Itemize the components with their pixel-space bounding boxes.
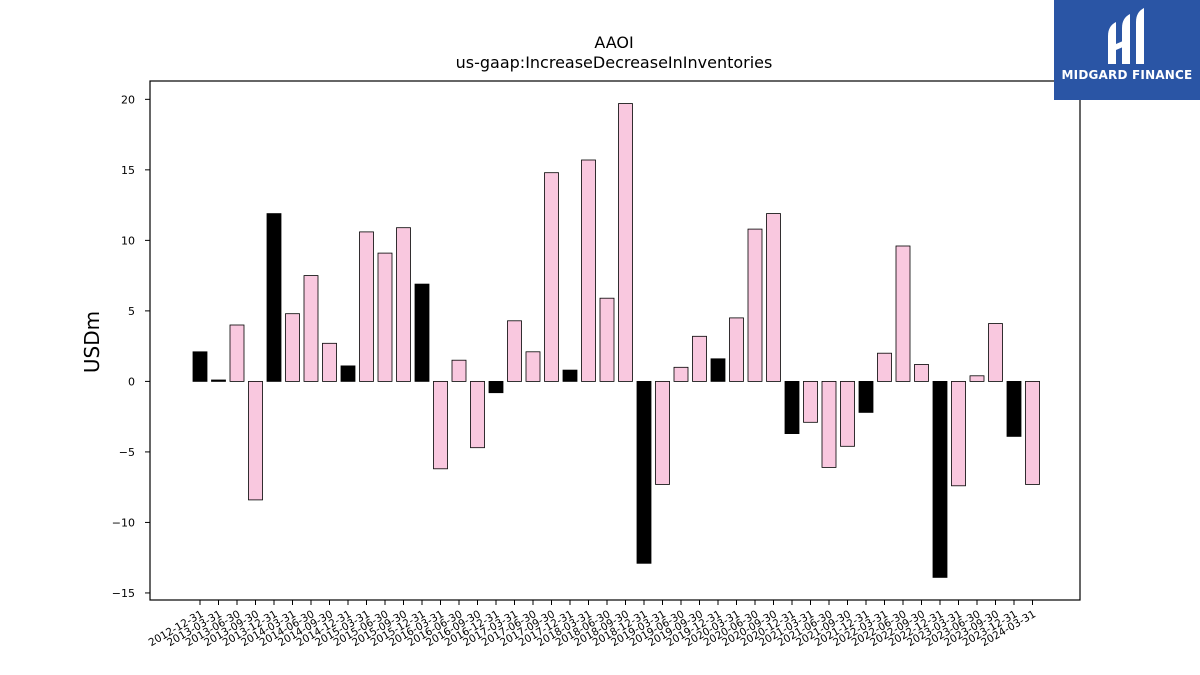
bar-2019-03-31 xyxy=(655,380,670,485)
y-tick-label-0: 0 xyxy=(128,375,135,388)
bar-2023-03-31 xyxy=(951,380,966,487)
bar-2022-03-31 xyxy=(877,352,892,382)
bar-2023-06-30 xyxy=(969,375,985,382)
bars-group xyxy=(192,103,1040,578)
bar-2019-06-30 xyxy=(673,366,689,382)
bar-2020-12-31 xyxy=(784,380,800,434)
brand-mark-icon xyxy=(1108,8,1144,64)
bar-2016-12-31 xyxy=(488,380,504,394)
bar-2013-09-30 xyxy=(248,380,263,501)
y-tick-label-10: 10 xyxy=(121,234,135,247)
x-axis: 2012-12-312013-03-312013-06-302013-09-30… xyxy=(147,600,1038,649)
bar-2014-06-30 xyxy=(303,275,319,382)
bar-2015-06-30 xyxy=(377,252,393,382)
bar-2016-06-30 xyxy=(451,359,467,382)
bar-2015-03-31 xyxy=(359,231,374,382)
bar-2021-12-31 xyxy=(858,380,874,413)
bar-2021-06-30 xyxy=(821,380,837,468)
bar-2016-03-31 xyxy=(433,380,448,470)
bar-2021-03-31 xyxy=(803,380,818,423)
bar-2017-12-31 xyxy=(562,369,578,382)
bar-2018-06-30 xyxy=(599,297,615,382)
brand-name: MIDGARD FINANCE xyxy=(1061,68,1193,82)
y-tick-label-20: 20 xyxy=(121,93,135,106)
bar-2013-12-31 xyxy=(266,213,282,382)
bar-2015-09-30 xyxy=(396,227,411,382)
plot-frame xyxy=(149,80,1081,601)
y-axis-label: USDm xyxy=(80,311,104,373)
bar-2019-12-31 xyxy=(710,358,726,382)
bar-2014-09-30 xyxy=(322,342,337,382)
bar-2015-12-31 xyxy=(414,283,430,382)
bar-2024-03-31 xyxy=(1025,380,1040,485)
y-tick-label--5: −5 xyxy=(119,446,135,459)
bar-2016-09-30 xyxy=(470,380,485,449)
bar-2020-06-30 xyxy=(747,228,763,382)
chart-title: AAOI xyxy=(594,33,633,52)
bar-2017-03-31 xyxy=(507,320,522,382)
y-axis: 20 15 10 5 0 −5 −10 −15 xyxy=(112,93,150,600)
bar-2021-09-30 xyxy=(840,380,855,447)
bar-2020-09-30 xyxy=(766,213,781,382)
bar-2022-12-31 xyxy=(932,380,948,578)
bar-2017-09-30 xyxy=(544,172,559,382)
bar-2013-03-31 xyxy=(211,379,226,382)
y-tick-label-15: 15 xyxy=(121,164,135,177)
bar-2020-03-31 xyxy=(729,317,744,382)
y-tick-label-5: 5 xyxy=(128,305,135,318)
bar-2022-09-30 xyxy=(914,364,929,382)
bar-2018-12-31 xyxy=(636,380,652,564)
bar-2018-09-30 xyxy=(618,103,633,382)
y-tick-label--10: −10 xyxy=(112,516,135,529)
bar-2022-06-30 xyxy=(895,245,911,382)
bar-2013-06-30 xyxy=(229,324,245,382)
bar-2012-12-31 xyxy=(192,351,208,382)
chart-subtitle: us-gaap:IncreaseDecreaseInInventories xyxy=(456,53,773,72)
bar-2023-12-31 xyxy=(1006,380,1022,437)
y-tick-label--15: −15 xyxy=(112,587,135,600)
bar-2023-09-30 xyxy=(988,323,1003,382)
bar-2014-12-31 xyxy=(340,365,356,382)
bar-2014-03-31 xyxy=(285,313,300,382)
brand-logo: MIDGARD FINANCE xyxy=(1054,0,1200,100)
bar-2017-06-30 xyxy=(525,351,541,382)
bar-2019-09-30 xyxy=(692,335,707,382)
bar-2018-03-31 xyxy=(581,159,596,382)
